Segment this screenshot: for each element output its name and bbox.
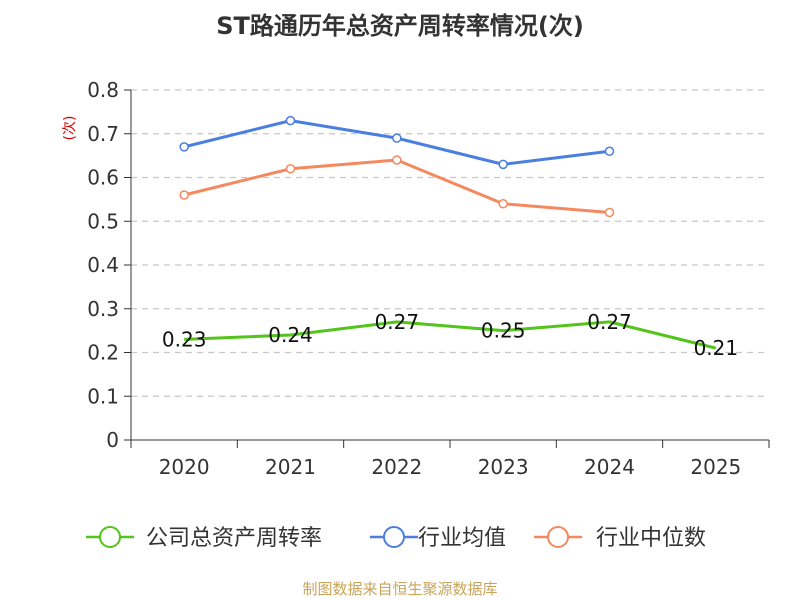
data-point	[392, 133, 402, 143]
data-point	[604, 146, 615, 156]
series-line-0	[184, 320, 717, 350]
x-tick-label: 2023	[478, 455, 529, 479]
data-point	[498, 199, 508, 209]
series-line-2	[183, 158, 610, 214]
data-point	[285, 115, 296, 126]
x-tick-label: 2020	[159, 455, 210, 479]
y-tick-label: 0.8	[87, 78, 119, 102]
axes: 0 0.1 0.2 0.3 0.4 0.5 0.6 0.7 0.8 2020 2021 2022 202…	[87, 78, 770, 479]
y-tick-label: 0.6	[87, 166, 119, 190]
data-label: 0.27	[375, 310, 420, 334]
y-axis-label: (次)	[62, 116, 78, 141]
y-tick-label: 0.5	[87, 209, 119, 233]
legend-swatch-marker	[99, 526, 121, 548]
data-label: 0.21	[694, 336, 739, 360]
data-point	[285, 164, 296, 174]
x-tick-label: 2024	[584, 455, 635, 479]
legend-swatch-marker	[547, 526, 569, 548]
y-tick-label: 0	[106, 428, 119, 452]
y-tick-label: 0.7	[87, 122, 119, 146]
data-label: 0.25	[481, 319, 526, 343]
gridlines	[131, 89, 769, 397]
legend-swatch-marker	[383, 526, 405, 548]
legend-item: 行业均值	[370, 526, 506, 551]
y-tick-label: 0.3	[87, 297, 119, 321]
legend-label: 行业中位数	[596, 526, 706, 551]
y-tick-label: 0.1	[87, 384, 119, 408]
series-layer	[179, 115, 717, 350]
x-tick-label: 2022	[371, 455, 422, 479]
data-labels: 0.23 0.24 0.27 0.25 0.27 0.21	[162, 310, 738, 360]
data-label: 0.24	[268, 323, 313, 347]
data-point	[179, 190, 189, 200]
x-tick-label: 2025	[690, 455, 741, 479]
legend-label: 行业均值	[418, 526, 506, 551]
legend-item: 公司总资产周转率	[86, 526, 322, 551]
legend-item: 行业中位数	[534, 526, 706, 551]
data-label: 0.27	[587, 310, 632, 334]
source-note: 制图数据来自恒生聚源数据库	[302, 580, 498, 598]
y-tick-label: 0.4	[87, 253, 119, 277]
data-label: 0.23	[162, 327, 207, 351]
legend: 公司总资产周转率 行业均值 行业中位数	[86, 526, 706, 551]
data-point	[498, 159, 508, 170]
data-point	[604, 207, 615, 218]
chart-title: ST路通历年总资产周转率情况(次)	[216, 12, 584, 40]
x-tick-label: 2021	[265, 455, 316, 479]
data-point	[392, 155, 402, 165]
y-tick-label: 0.2	[87, 341, 119, 365]
legend-label: 公司总资产周转率	[146, 526, 322, 551]
data-point	[179, 142, 189, 152]
